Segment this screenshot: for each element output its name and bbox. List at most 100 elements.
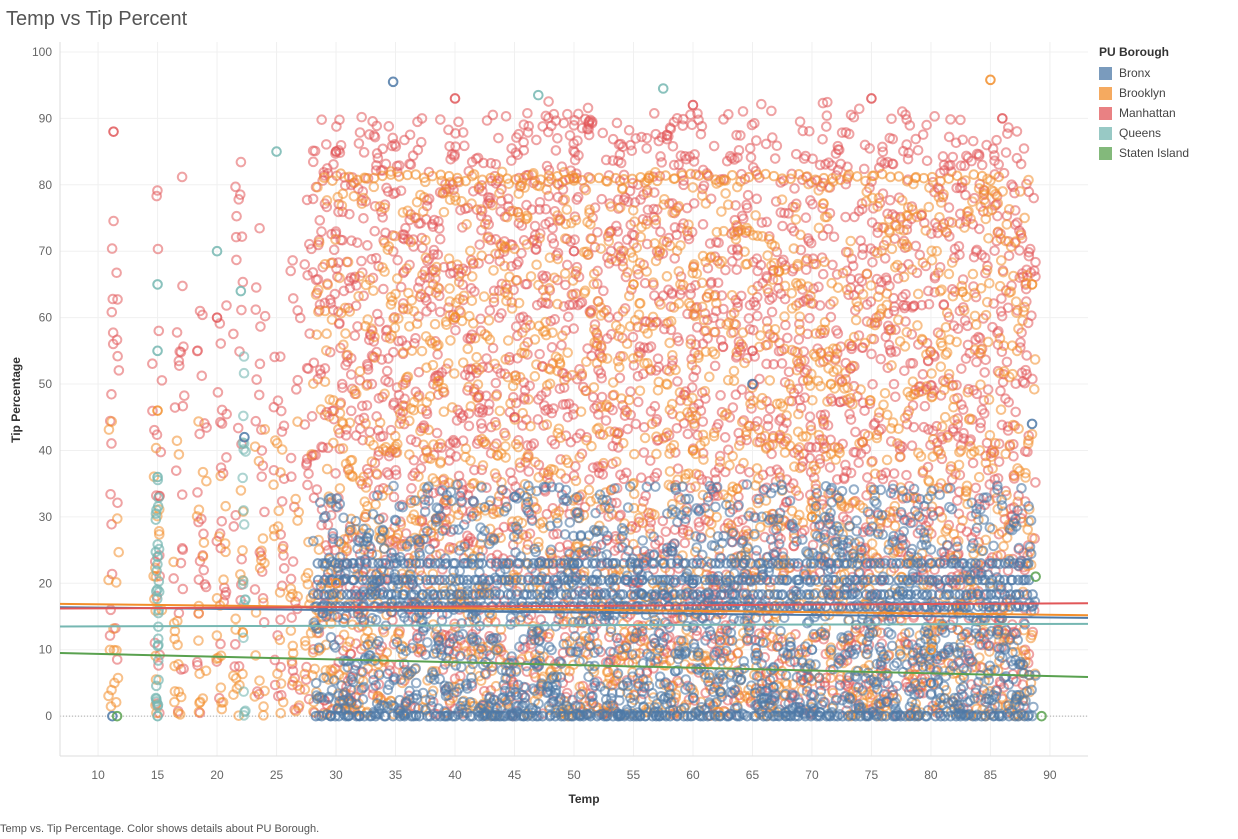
data-point	[275, 351, 286, 362]
data-point	[232, 422, 244, 434]
data-point	[105, 604, 116, 616]
x-tick-label: 80	[924, 768, 938, 782]
data-point	[623, 124, 635, 136]
data-point	[460, 513, 472, 525]
data-point	[671, 229, 682, 241]
data-point	[178, 341, 189, 352]
data-point	[546, 232, 558, 244]
y-tick-label: 0	[45, 709, 52, 723]
data-point	[655, 151, 666, 162]
data-point	[549, 438, 561, 450]
data-point	[582, 102, 594, 114]
data-point	[177, 280, 188, 292]
data-point	[751, 193, 763, 205]
data-point	[429, 318, 441, 330]
data-point	[779, 311, 790, 322]
data-point	[391, 273, 403, 284]
data-point	[250, 415, 262, 427]
data-point	[481, 115, 493, 126]
data-point	[194, 428, 205, 440]
data-point	[335, 234, 347, 246]
data-point	[771, 140, 783, 152]
data-point	[728, 365, 740, 377]
data-point	[304, 328, 315, 339]
data-point	[234, 189, 246, 200]
data-point	[636, 131, 647, 143]
data-point	[466, 295, 478, 307]
data-point	[220, 500, 231, 512]
data-point	[621, 338, 633, 350]
data-point	[438, 206, 450, 218]
data-point	[543, 96, 554, 107]
data-point	[440, 363, 452, 375]
data-point	[173, 360, 185, 371]
data-point	[383, 121, 395, 132]
data-point	[762, 250, 773, 261]
data-point	[485, 157, 497, 169]
data-point	[655, 226, 666, 238]
data-point	[220, 586, 232, 598]
data-point	[563, 398, 575, 410]
y-tick-label: 40	[39, 443, 53, 457]
data-point	[431, 427, 443, 439]
data-point	[560, 279, 571, 291]
data-point	[259, 310, 271, 322]
data-point	[786, 287, 798, 299]
data-point	[404, 129, 416, 141]
data-point	[1010, 406, 1021, 418]
data-point	[478, 157, 489, 169]
data-point	[258, 710, 269, 721]
data-point	[215, 682, 227, 693]
data-point	[531, 238, 543, 249]
data-point	[628, 360, 640, 371]
data-point	[372, 152, 384, 164]
data-point	[780, 319, 791, 331]
data-point	[487, 109, 499, 121]
data-point	[536, 390, 547, 401]
data-point	[685, 289, 696, 300]
data-point	[269, 351, 280, 363]
data-point	[337, 206, 348, 218]
data-point	[630, 418, 642, 430]
data-point	[664, 337, 675, 349]
data-point	[660, 526, 672, 537]
data-point	[275, 614, 286, 626]
data-point	[366, 378, 378, 390]
data-point	[176, 489, 188, 500]
data-point	[867, 256, 878, 268]
data-point	[708, 140, 720, 152]
data-point	[251, 374, 262, 385]
data-point	[529, 371, 541, 382]
data-point	[457, 484, 469, 496]
data-point	[358, 212, 369, 224]
data-point	[643, 342, 654, 354]
x-tick-label: 55	[627, 768, 641, 782]
data-point	[376, 354, 388, 365]
data-point	[338, 285, 350, 297]
data-point	[529, 220, 541, 232]
data-point	[438, 406, 450, 418]
data-point	[490, 377, 502, 389]
data-point	[416, 113, 428, 124]
data-point	[229, 639, 241, 650]
data-point	[572, 108, 584, 120]
data-point	[531, 134, 542, 146]
data-point	[400, 222, 411, 234]
data-point	[464, 532, 476, 544]
data-point	[321, 463, 333, 475]
data-point	[390, 469, 402, 480]
data-point	[371, 120, 383, 132]
data-point	[744, 142, 756, 154]
data-point	[319, 363, 331, 374]
data-point	[652, 353, 664, 364]
data-point	[502, 193, 514, 205]
data-point	[328, 159, 339, 170]
data-point	[330, 228, 341, 240]
data-point	[269, 679, 281, 691]
data-point	[853, 457, 864, 469]
data-point	[657, 515, 669, 527]
data-point	[256, 471, 268, 482]
data-point	[951, 495, 963, 506]
data-point	[358, 147, 370, 158]
data-point	[326, 314, 338, 325]
